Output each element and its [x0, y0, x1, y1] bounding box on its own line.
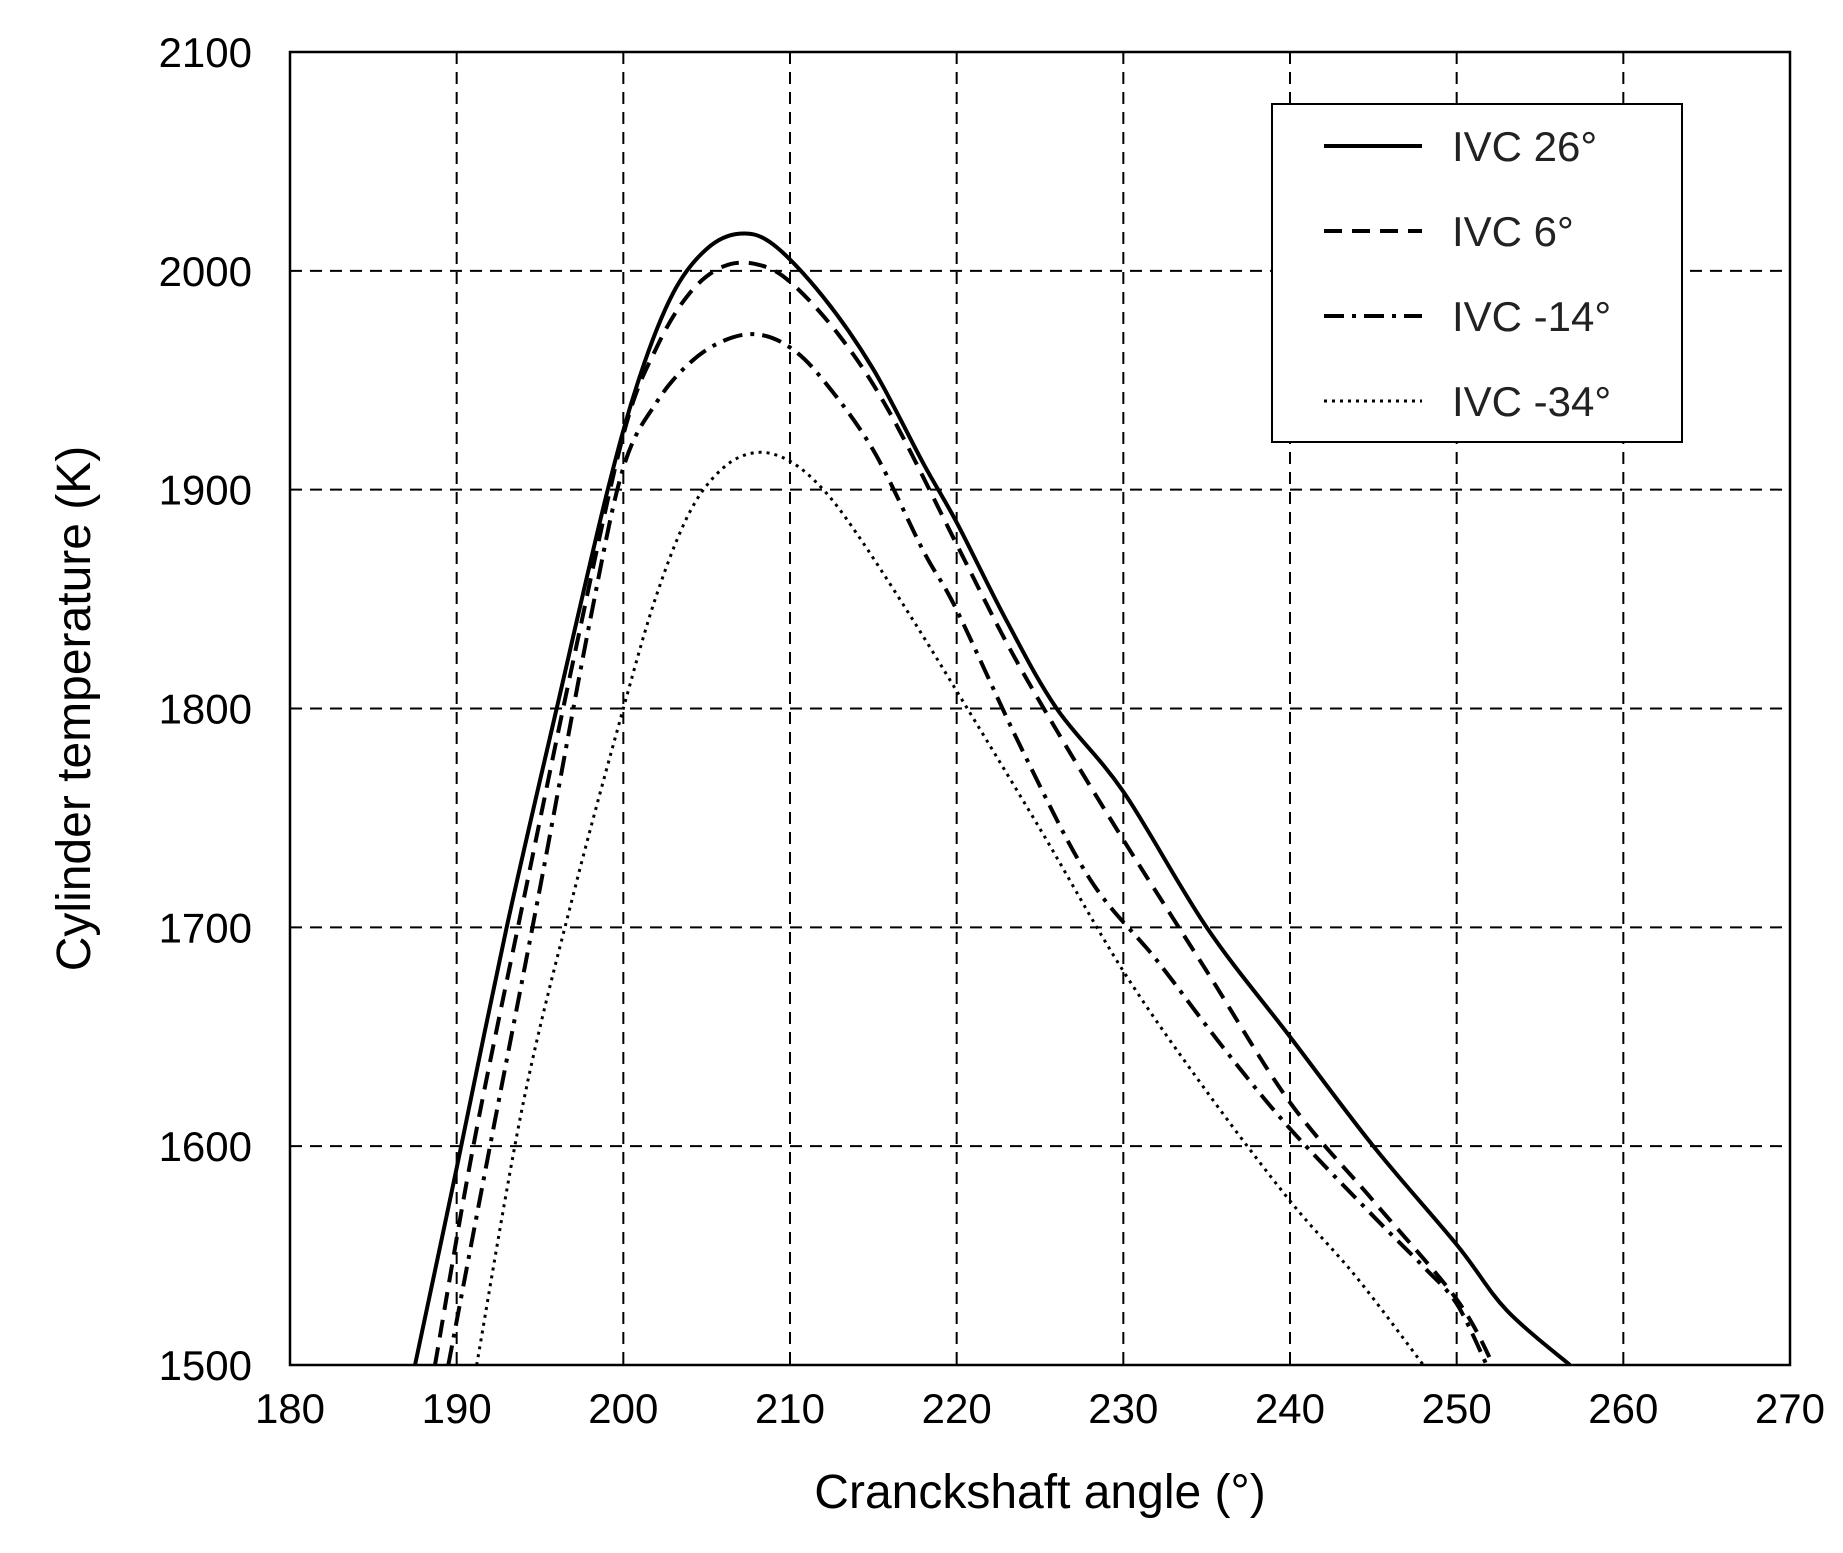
- y-tick-label: 2000: [159, 248, 252, 295]
- y-tick-label: 1500: [159, 1342, 252, 1389]
- data-series: [413, 231, 1572, 1365]
- series-line-4: [475, 450, 1425, 1365]
- legend-label: IVC 6°: [1452, 208, 1574, 255]
- y-tick-label: 1600: [159, 1123, 252, 1170]
- series-line-2: [433, 260, 1496, 1365]
- y-axis-ticks: 1500 1600 1700 1800 1900 2000 2100: [159, 29, 252, 1389]
- y-tick-label: 1700: [159, 904, 252, 951]
- x-tick-label: 180: [255, 1385, 325, 1432]
- grid-lines: [290, 52, 1790, 1365]
- y-axis-title: Cylinder temperature (K): [48, 446, 101, 972]
- x-tick-label: 200: [588, 1385, 658, 1432]
- x-tick-label: 270: [1755, 1385, 1825, 1432]
- legend-box: [1271, 103, 1683, 443]
- x-tick-label: 210: [755, 1385, 825, 1432]
- legend-label: IVC -14°: [1452, 293, 1611, 340]
- legend: IVC 26° IVC 6° IVC -14° IVC -34°: [1271, 103, 1683, 443]
- x-tick-label: 230: [1088, 1385, 1158, 1432]
- x-axis-ticks: 180 190 200 210 220 230 240 250 260 270: [255, 1385, 1825, 1432]
- y-tick-label: 1800: [159, 686, 252, 733]
- x-tick-label: 220: [922, 1385, 992, 1432]
- legend-label: IVC -34°: [1452, 378, 1611, 425]
- x-tick-label: 250: [1422, 1385, 1492, 1432]
- series-line-3: [446, 332, 1489, 1365]
- x-axis-title: Cranckshaft angle (°): [814, 1466, 1265, 1519]
- x-tick-label: 190: [422, 1385, 492, 1432]
- y-tick-label: 1900: [159, 467, 252, 514]
- plot-frame: [288, 50, 1792, 1367]
- x-tick-label: 240: [1255, 1385, 1325, 1432]
- legend-label: IVC 26°: [1452, 123, 1597, 170]
- x-tick-label: 260: [1588, 1385, 1658, 1432]
- series-line-1: [413, 231, 1572, 1365]
- y-tick-label: 2100: [159, 29, 252, 76]
